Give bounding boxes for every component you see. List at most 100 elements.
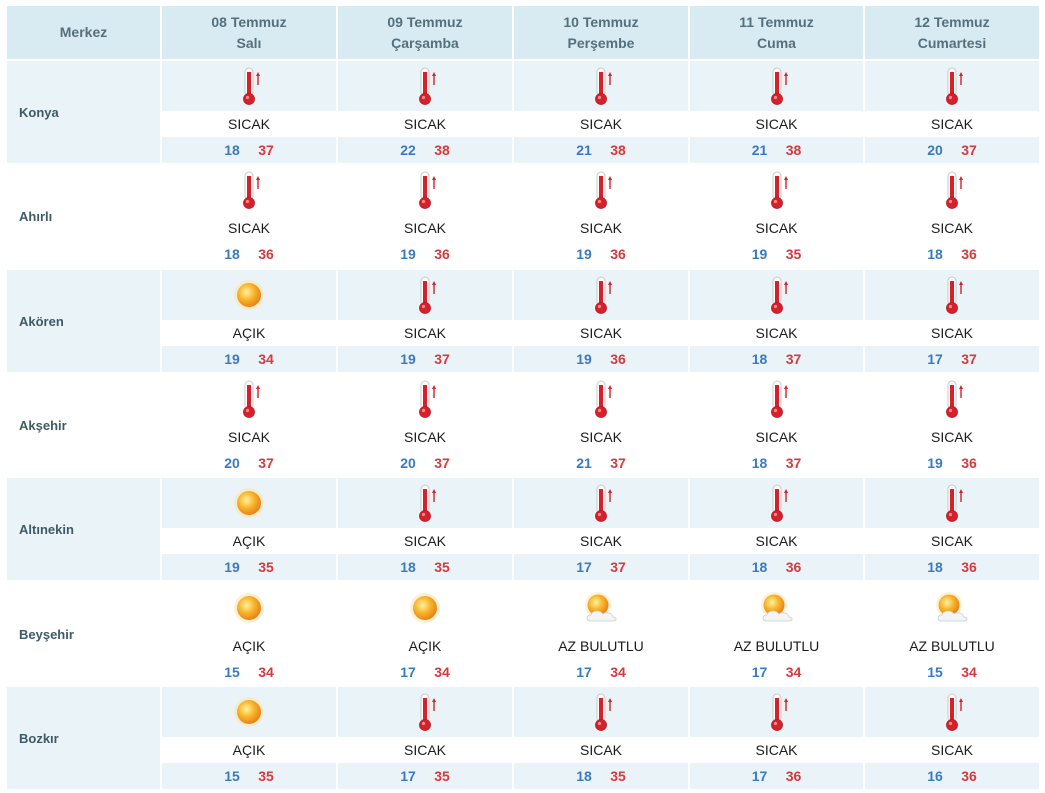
forecast-icon-cell [338, 374, 512, 424]
forecast-temps: 15 34 [865, 659, 1039, 685]
max-temp: 37 [434, 455, 450, 471]
header-merkez: Merkez [7, 6, 160, 59]
city-name-label: Beyşehir [19, 626, 74, 642]
forecast-condition: SICAK [865, 737, 1039, 763]
forecast-temps: 19 36 [514, 346, 688, 372]
forecast-condition: SICAK [514, 737, 688, 763]
thermometer-icon [408, 692, 442, 732]
forecast-condition: AÇIK [338, 633, 512, 659]
max-temp: 34 [961, 664, 977, 680]
thermometer-icon [935, 483, 969, 523]
city-name: Akşehir [7, 374, 160, 476]
forecast-temps: 19 35 [690, 241, 863, 267]
min-temp: 18 [400, 559, 416, 575]
forecast-condition: SICAK [690, 737, 863, 763]
header-day-4: 11 Temmuz Cuma [690, 6, 863, 59]
forecast-condition: SICAK [514, 215, 688, 241]
min-temp: 19 [400, 351, 416, 367]
forecast-condition: SICAK [865, 320, 1039, 346]
thermometer-icon [760, 66, 794, 106]
max-temp: 35 [785, 246, 802, 262]
max-temp: 37 [610, 455, 626, 471]
forecast-condition: AÇIK [162, 633, 336, 659]
min-temp: 18 [751, 455, 768, 471]
city-name: Bozkır [7, 687, 160, 789]
forecast-icon-cell [162, 270, 336, 320]
forecast-condition: SICAK [690, 111, 863, 137]
forecast-temps: 17 35 [338, 763, 512, 789]
sun-icon [232, 588, 266, 628]
min-temp: 22 [400, 142, 416, 158]
forecast-temps: 18 37 [690, 450, 863, 476]
thermometer-icon [584, 692, 618, 732]
forecast-temps: 19 36 [514, 241, 688, 267]
forecast-condition: SICAK [865, 528, 1039, 554]
min-temp: 17 [576, 559, 592, 575]
city-name-label: Ahırlı [19, 208, 53, 224]
max-temp: 36 [785, 559, 802, 575]
forecast-icon-cell [690, 165, 863, 215]
header-day-2: 09 Temmuz Çarşamba [338, 6, 512, 59]
forecast-icon-cell [338, 270, 512, 320]
forecast-temps: 18 37 [690, 346, 863, 372]
forecast-condition: AZ BULUTLU [514, 633, 688, 659]
forecast-icon-cell [865, 478, 1039, 528]
sun-icon [232, 275, 266, 315]
forecast-temps: 15 35 [162, 763, 336, 789]
forecast-temps: 19 36 [865, 450, 1039, 476]
forecast-temps: 18 36 [865, 554, 1039, 580]
forecast-icon-cell [865, 165, 1039, 215]
forecast-icon-cell [514, 478, 688, 528]
min-temp: 19 [751, 246, 768, 262]
forecast-icon-cell [690, 687, 863, 737]
min-temp: 20 [224, 455, 240, 471]
forecast-condition: SICAK [514, 111, 688, 137]
max-temp: 38 [610, 142, 626, 158]
forecast-condition: SICAK [514, 424, 688, 450]
forecast-icon-cell [865, 61, 1039, 111]
min-temp: 21 [751, 142, 768, 158]
forecast-temps: 18 36 [690, 554, 863, 580]
thermometer-icon [935, 66, 969, 106]
thermometer-icon [760, 483, 794, 523]
thermometer-icon [408, 379, 442, 419]
max-temp: 34 [610, 664, 626, 680]
min-temp: 19 [576, 246, 592, 262]
forecast-condition: SICAK [162, 424, 336, 450]
min-temp: 18 [751, 351, 768, 367]
forecast-icon-cell [162, 61, 336, 111]
max-temp: 34 [258, 664, 274, 680]
thermometer-icon [232, 379, 266, 419]
city-name-label: Bozkır [19, 730, 59, 746]
city-name-label: Akören [19, 313, 64, 329]
forecast-condition: SICAK [865, 111, 1039, 137]
forecast-icon-cell [162, 583, 336, 633]
forecast-temps: 17 36 [690, 763, 863, 789]
min-temp: 19 [224, 351, 240, 367]
min-temp: 21 [576, 455, 592, 471]
forecast-icon-cell [690, 270, 863, 320]
forecast-icon-cell [865, 687, 1039, 737]
min-temp: 19 [224, 559, 240, 575]
forecast-temps: 20 37 [865, 137, 1039, 163]
forecast-temps: 17 34 [690, 659, 863, 685]
min-temp: 17 [751, 664, 768, 680]
forecast-icon-cell [514, 270, 688, 320]
min-temp: 18 [751, 559, 768, 575]
forecast-temps: 22 38 [338, 137, 512, 163]
forecast-temps: 19 34 [162, 346, 336, 372]
max-temp: 37 [961, 142, 977, 158]
min-temp: 18 [224, 246, 240, 262]
thermometer-icon [584, 483, 618, 523]
forecast-condition: SICAK [514, 320, 688, 346]
min-temp: 17 [927, 351, 943, 367]
max-temp: 37 [258, 142, 274, 158]
forecast-condition: SICAK [162, 111, 336, 137]
min-temp: 19 [576, 351, 592, 367]
max-temp: 36 [610, 246, 626, 262]
forecast-temps: 16 36 [865, 763, 1039, 789]
min-temp: 19 [400, 246, 416, 262]
forecast-temps: 19 35 [162, 554, 336, 580]
thermometer-icon [408, 275, 442, 315]
forecast-condition: AÇIK [162, 320, 336, 346]
